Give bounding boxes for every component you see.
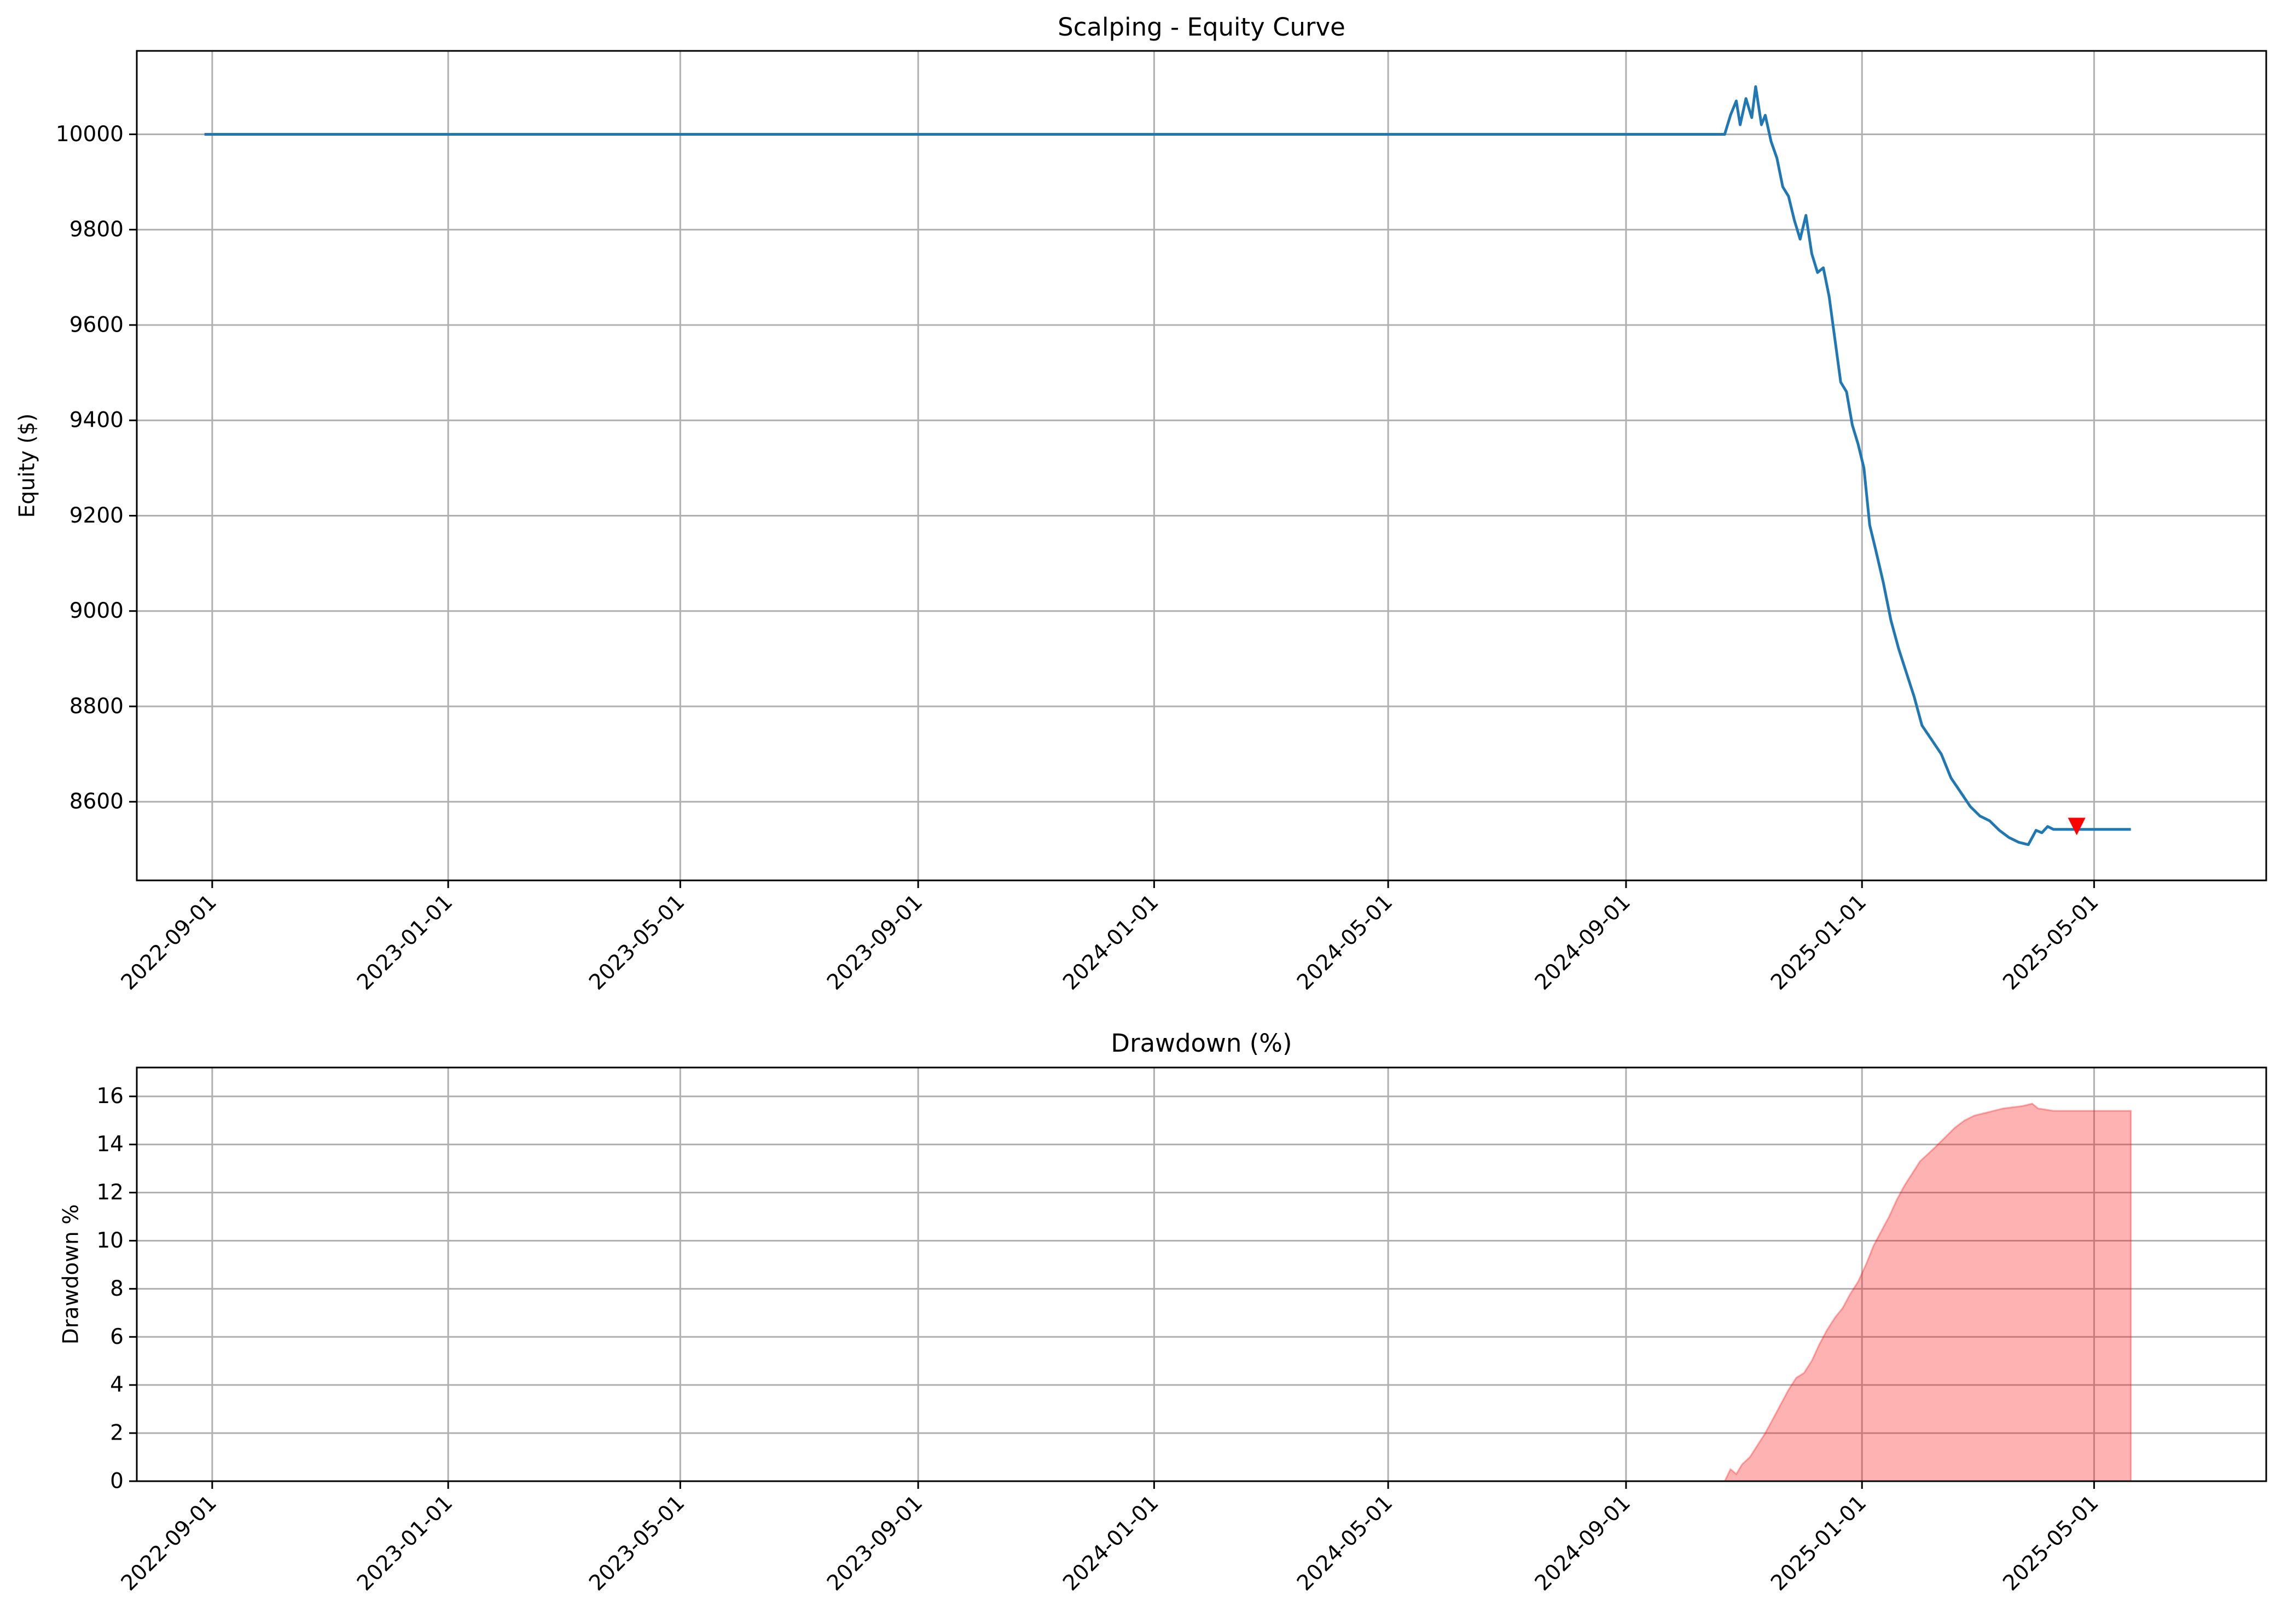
equity-grid: [137, 51, 2266, 880]
equity-y-axis-label: Equity ($): [15, 414, 40, 518]
equity-y-tick-label: 8800: [69, 694, 124, 718]
equity-y-tick-label: 9800: [69, 217, 124, 242]
drawdown-y-tick-label: 12: [96, 1180, 124, 1205]
drawdown-grid: [137, 1068, 2266, 1482]
drawdown-y-tick-label: 14: [96, 1132, 124, 1157]
equity-y-tick-label: 9600: [69, 312, 124, 337]
equity-y-tick-label: 9200: [69, 503, 124, 528]
drawdown-y-axis-label: Drawdown %: [59, 1204, 84, 1345]
equity-line: [204, 85, 2131, 846]
drawdown-area: [204, 1103, 2132, 1482]
max-drawdown-marker: [2068, 817, 2086, 836]
drawdown-y-tick-label: 10: [96, 1228, 124, 1253]
drawdown-series-layer: [204, 1103, 2132, 1482]
drawdown-y-tick-label: 2: [110, 1421, 124, 1446]
drawdown-chart-title: Drawdown (%): [1111, 1029, 1292, 1058]
equity-series-layer: [204, 85, 2131, 846]
drawdown-y-tick-label: 8: [110, 1277, 124, 1301]
equity-chart-title: Scalping - Equity Curve: [1058, 13, 1345, 42]
drawdown-y-tick-label: 4: [110, 1373, 124, 1397]
equity-y-tick-label: 9400: [69, 408, 124, 433]
drawdown-axes-frame: [136, 1066, 2267, 1482]
equity-axes-frame: [136, 50, 2267, 881]
drawdown-y-tick-label: 6: [110, 1325, 124, 1349]
equity-y-tick-label: 8600: [69, 790, 124, 814]
equity-y-tick-label: 10000: [56, 122, 124, 147]
drawdown-y-tick-label: 16: [96, 1084, 124, 1109]
equity-y-tick-label: 9000: [69, 599, 124, 623]
drawdown-y-tick-label: 0: [110, 1469, 124, 1494]
